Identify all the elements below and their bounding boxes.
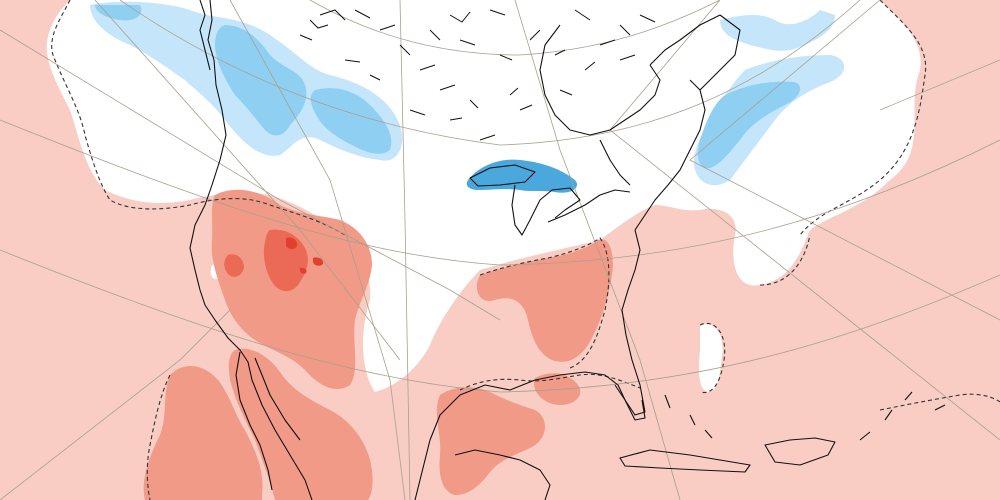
great-lakes-erie-ontario [547, 189, 631, 223]
west-coast [189, 0, 313, 500]
yucatan [454, 449, 551, 500]
arctic-islands-lakes [299, 9, 656, 141]
hudson-bay [539, 24, 661, 136]
bahamas [664, 394, 713, 439]
antilles [859, 391, 946, 441]
alaska-panhandle [199, 0, 211, 71]
coastlines [189, 0, 946, 500]
hispaniola [764, 437, 836, 466]
east-coast [634, 79, 706, 231]
baja-california [235, 351, 273, 491]
james-bay [599, 139, 631, 186]
gulf-coast-mexico [414, 439, 431, 500]
cuba [619, 449, 751, 473]
great-lakes-superior [469, 164, 536, 187]
dashed-contours [51, 0, 1000, 500]
cold-anomaly-regions [90, 1, 845, 193]
florida [614, 384, 646, 421]
great-lakes-michigan-huron [511, 184, 581, 236]
gulf-of-california [254, 357, 301, 441]
labrador [649, 14, 741, 91]
warm-anomaly-extreme [286, 237, 324, 274]
